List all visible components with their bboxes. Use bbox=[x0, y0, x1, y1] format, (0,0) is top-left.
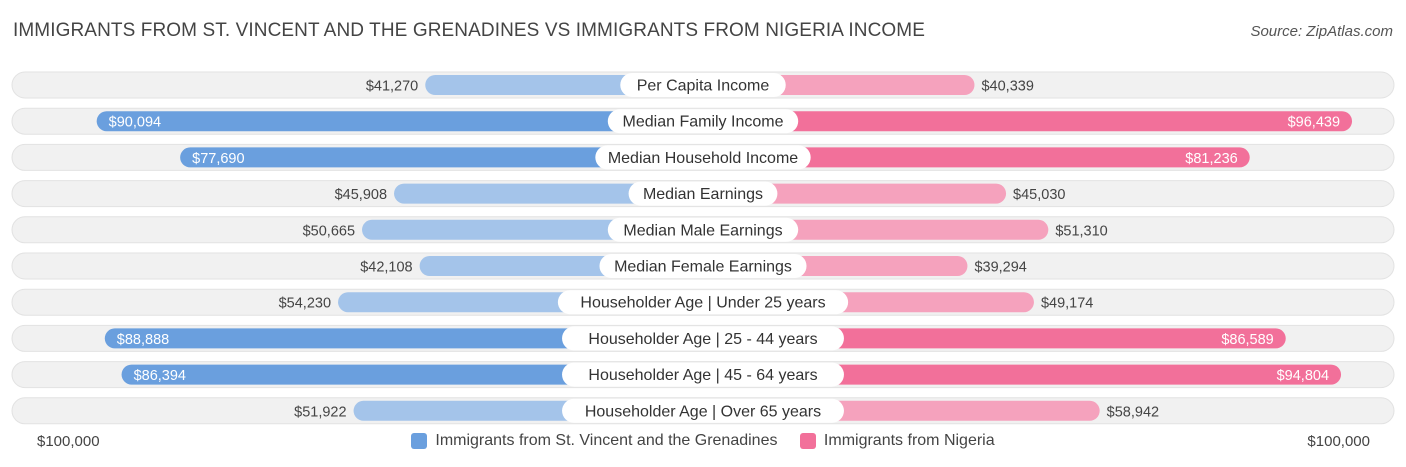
chart-row: $41,270 $40,339 Per Capita Income bbox=[11, 71, 1395, 99]
value-label-right: $58,942 bbox=[1107, 404, 1159, 420]
value-label-left: $54,230 bbox=[279, 296, 331, 312]
chart-row: $86,394 $94,804 Householder Age | 45 - 64 … bbox=[11, 361, 1395, 389]
value-label-left: $42,108 bbox=[360, 260, 412, 276]
value-label-left: $77,690 bbox=[192, 151, 244, 167]
bar-left bbox=[96, 111, 704, 132]
value-label-right: $40,339 bbox=[981, 79, 1033, 95]
bar-left bbox=[121, 364, 704, 385]
value-label-left: $41,270 bbox=[366, 79, 418, 95]
bar-right bbox=[703, 364, 1342, 385]
value-label-left: $86,394 bbox=[134, 368, 186, 384]
category-label: Median Female Earnings bbox=[614, 259, 792, 276]
legend-swatch-right bbox=[799, 433, 816, 449]
category-pill bbox=[628, 181, 778, 206]
value-label-right: $81,236 bbox=[1185, 151, 1237, 167]
category-pill bbox=[607, 109, 799, 134]
chart-title: IMMIGRANTS FROM ST. VINCENT AND THE GREN… bbox=[13, 20, 925, 41]
category-pill bbox=[607, 217, 799, 242]
value-label-left: $90,094 bbox=[109, 115, 161, 131]
category-pill bbox=[562, 398, 844, 423]
bar-left bbox=[104, 328, 704, 349]
axis-right-label: $100,000 bbox=[1307, 433, 1370, 450]
value-label-right: $86,589 bbox=[1221, 332, 1273, 348]
value-label-right: $39,294 bbox=[974, 260, 1026, 276]
legend-swatch-left bbox=[411, 433, 428, 449]
category-label: Median Family Income bbox=[623, 114, 784, 131]
axis-left-label: $100,000 bbox=[37, 433, 100, 450]
source-note: Source: ZipAtlas.com bbox=[1250, 23, 1393, 40]
chart-row: $88,888 $86,589 Householder Age | 25 - 44 … bbox=[11, 324, 1395, 352]
category-label: Median Earnings bbox=[643, 186, 763, 203]
category-label: Householder Age | 45 - 64 years bbox=[588, 367, 817, 384]
category-pill bbox=[562, 362, 844, 387]
chart-row: $50,665 $51,310 Median Male Earnings bbox=[11, 216, 1395, 244]
bar-left bbox=[394, 183, 703, 204]
bar-right bbox=[703, 328, 1286, 349]
category-label: Per Capita Income bbox=[637, 78, 770, 95]
chart-row: $51,922 $58,942 Householder Age | Over 65 … bbox=[11, 397, 1395, 425]
category-label: Householder Age | Over 65 years bbox=[585, 403, 821, 420]
category-label: Householder Age | 25 - 44 years bbox=[588, 331, 817, 348]
legend-label-right: Immigrants from Nigeria bbox=[823, 432, 995, 449]
category-pill bbox=[557, 290, 849, 315]
category-pill bbox=[599, 254, 807, 278]
value-label-left: $88,888 bbox=[117, 332, 169, 348]
value-label-right: $51,310 bbox=[1055, 223, 1107, 239]
legend-item-right: Immigrants from Nigeria bbox=[799, 432, 995, 450]
chart-row: $77,690 $81,236 Median Household Income bbox=[11, 143, 1395, 171]
category-pill bbox=[620, 73, 786, 97]
legend-item-left: Immigrants from St. Vincent and the Gren… bbox=[411, 432, 777, 450]
category-label: Median Male Earnings bbox=[623, 222, 782, 239]
value-label-left: $45,908 bbox=[335, 187, 387, 203]
chart-row: $45,908 $45,030 Median Earnings bbox=[11, 180, 1395, 208]
chart-row: $42,108 $39,294 Median Female Earnings bbox=[11, 252, 1395, 280]
legend: Immigrants from St. Vincent and the Gren… bbox=[0, 432, 1406, 454]
category-label: Median Household Income bbox=[608, 150, 798, 167]
chart-row: $90,094 $96,439 Median Family Income bbox=[11, 107, 1395, 135]
value-label-right: $45,030 bbox=[1013, 187, 1065, 203]
value-label-left: $50,665 bbox=[303, 223, 355, 239]
legend-label-left: Immigrants from St. Vincent and the Gren… bbox=[435, 432, 778, 449]
bar-right bbox=[703, 147, 1250, 168]
chart-row: $54,230 $49,174 Householder Age | Under 25… bbox=[11, 288, 1395, 316]
bar-right bbox=[703, 183, 1007, 204]
value-label-right: $94,804 bbox=[1277, 368, 1329, 384]
bar-left bbox=[180, 147, 703, 168]
category-pill bbox=[562, 326, 844, 351]
category-pill bbox=[595, 145, 811, 170]
bar-right bbox=[703, 111, 1353, 132]
category-label: Householder Age | Under 25 years bbox=[580, 295, 825, 312]
value-label-right: $49,174 bbox=[1041, 296, 1093, 312]
value-label-right: $96,439 bbox=[1288, 115, 1340, 131]
value-label-left: $51,922 bbox=[294, 404, 346, 420]
